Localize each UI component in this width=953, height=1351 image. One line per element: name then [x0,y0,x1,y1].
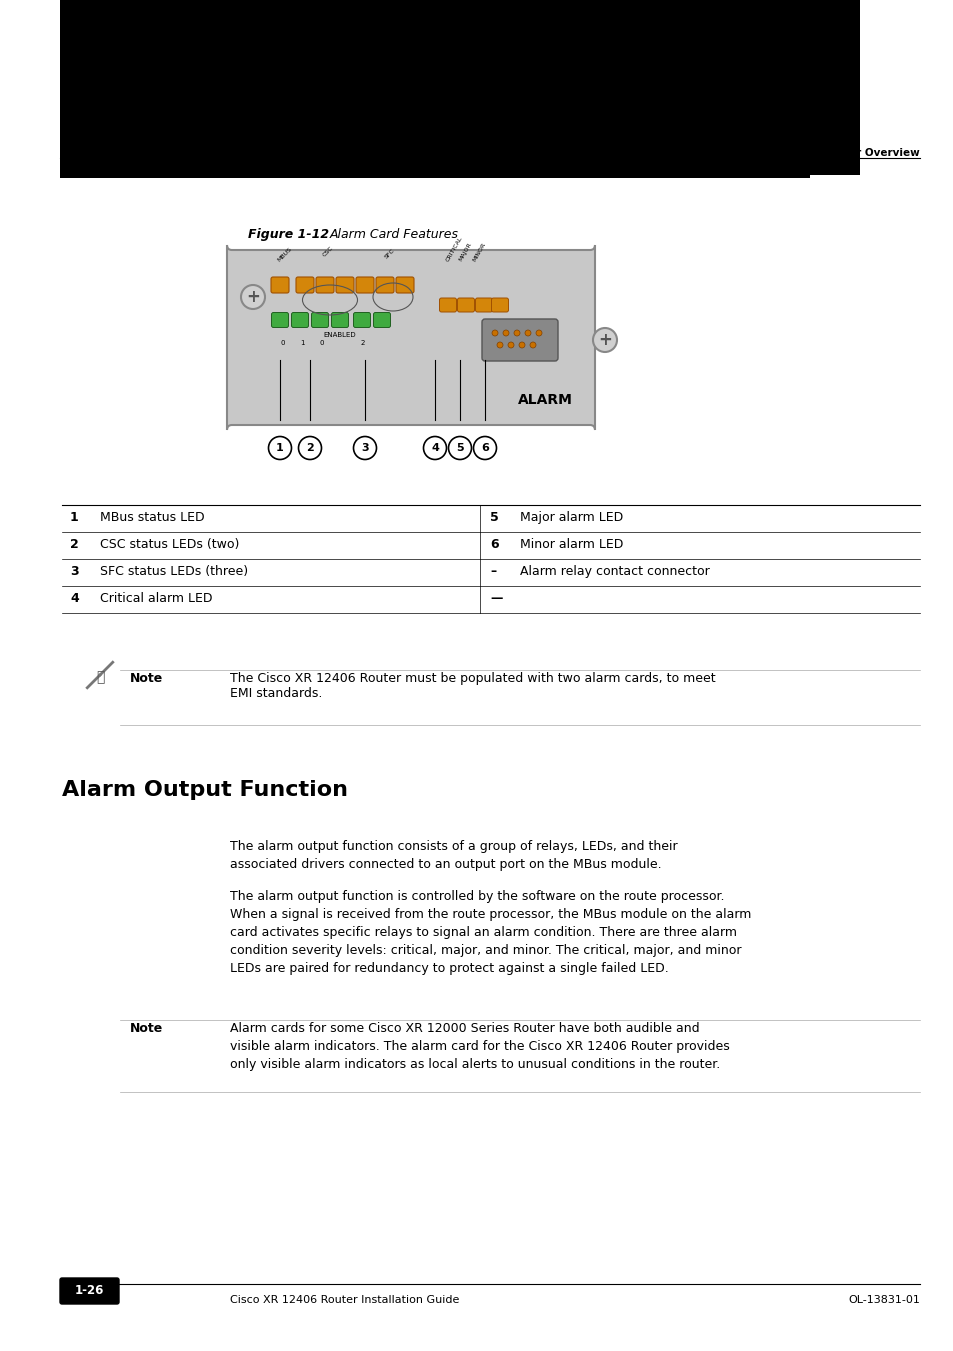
FancyBboxPatch shape [375,277,394,293]
FancyBboxPatch shape [491,299,508,312]
Circle shape [514,330,519,336]
FancyBboxPatch shape [374,312,390,327]
Text: The Cisco XR 12406 Router must be populated with two alarm cards, to meet
EMI st: The Cisco XR 12406 Router must be popula… [230,671,715,700]
Text: 2: 2 [70,538,79,551]
FancyBboxPatch shape [475,299,492,312]
Text: Alarm Output Function: Alarm Output Function [62,780,348,800]
Text: 3: 3 [70,565,78,578]
FancyBboxPatch shape [292,312,308,327]
Text: Chapter 1    Cisco XR 12406 Router Overview: Chapter 1 Cisco XR 12406 Router Overview [655,149,919,158]
Text: 1-26: 1-26 [74,1285,104,1297]
Text: Cisco XR 12406 Router Installation Guide: Cisco XR 12406 Router Installation Guide [230,1296,459,1305]
Text: Alarm relay contact connector: Alarm relay contact connector [519,565,709,578]
Circle shape [518,342,524,349]
Text: —: — [490,592,502,605]
Text: +: + [246,288,259,305]
Text: SFC: SFC [384,249,395,259]
Text: Minor alarm LED: Minor alarm LED [519,538,622,551]
FancyBboxPatch shape [271,277,289,293]
Text: Alarm cards for some Cisco XR 12000 Series Router have both audible and
visible : Alarm cards for some Cisco XR 12000 Seri… [230,1021,729,1071]
Circle shape [354,436,376,459]
Text: 4: 4 [70,592,79,605]
FancyBboxPatch shape [354,312,370,327]
Text: Note: Note [130,671,163,685]
FancyBboxPatch shape [457,299,474,312]
Text: ENABLED: ENABLED [323,332,355,338]
Circle shape [241,285,265,309]
Circle shape [268,436,292,459]
FancyBboxPatch shape [335,277,354,293]
Text: SFC status LEDs (three): SFC status LEDs (three) [100,565,248,578]
Text: MINOR: MINOR [472,240,486,262]
Circle shape [530,342,536,349]
FancyBboxPatch shape [395,277,414,293]
Text: Alarm Card Features: Alarm Card Features [330,228,458,240]
Text: MAJOR: MAJOR [457,242,472,262]
Text: CRITICAL: CRITICAL [444,235,463,262]
Text: CSC: CSC [321,246,334,258]
FancyBboxPatch shape [315,277,334,293]
Text: MBus status LED: MBus status LED [100,511,204,524]
Circle shape [497,342,502,349]
Text: 2: 2 [306,443,314,453]
Circle shape [524,330,531,336]
Text: +: + [598,331,611,349]
Text: –: – [490,565,496,578]
Circle shape [473,436,496,459]
Circle shape [507,342,514,349]
FancyBboxPatch shape [60,1278,119,1304]
Text: 1: 1 [70,511,79,524]
Text: Major alarm LED: Major alarm LED [519,511,622,524]
Text: 6: 6 [480,443,489,453]
Circle shape [502,330,509,336]
Text: 2: 2 [360,340,365,346]
Bar [60,0,809,178]
Text: Line Cards: Line Cards [75,168,140,178]
FancyBboxPatch shape [295,277,314,293]
FancyBboxPatch shape [331,312,348,327]
Circle shape [536,330,541,336]
FancyBboxPatch shape [355,277,374,293]
Text: Figure 1-12: Figure 1-12 [248,228,329,240]
FancyBboxPatch shape [312,312,328,327]
Text: 1: 1 [275,443,284,453]
Text: The alarm output function is controlled by the software on the route processor.
: The alarm output function is controlled … [230,890,751,975]
Circle shape [423,436,446,459]
Text: 0: 0 [280,340,285,346]
Circle shape [593,328,617,353]
FancyBboxPatch shape [481,319,558,361]
Text: Note: Note [130,1021,163,1035]
Text: CSC status LEDs (two): CSC status LEDs (two) [100,538,239,551]
Text: ALARM: ALARM [517,393,572,407]
FancyBboxPatch shape [272,312,288,327]
Text: 3: 3 [361,443,369,453]
FancyBboxPatch shape [227,245,595,430]
Text: 5: 5 [456,443,463,453]
FancyBboxPatch shape [439,299,456,312]
Bar [60,0,859,176]
Text: 🔧: 🔧 [95,670,104,684]
Text: 4: 4 [431,443,438,453]
Text: MBUS: MBUS [276,247,293,263]
Text: The alarm output function consists of a group of relays, LEDs, and their
associa: The alarm output function consists of a … [230,840,677,871]
Text: 6: 6 [490,538,498,551]
Text: Critical alarm LED: Critical alarm LED [100,592,213,605]
Circle shape [448,436,471,459]
Text: OL-13831-01: OL-13831-01 [847,1296,919,1305]
Text: 5: 5 [490,511,498,524]
Text: 0: 0 [319,340,324,346]
Circle shape [298,436,321,459]
Circle shape [492,330,497,336]
Text: 1: 1 [299,340,304,346]
